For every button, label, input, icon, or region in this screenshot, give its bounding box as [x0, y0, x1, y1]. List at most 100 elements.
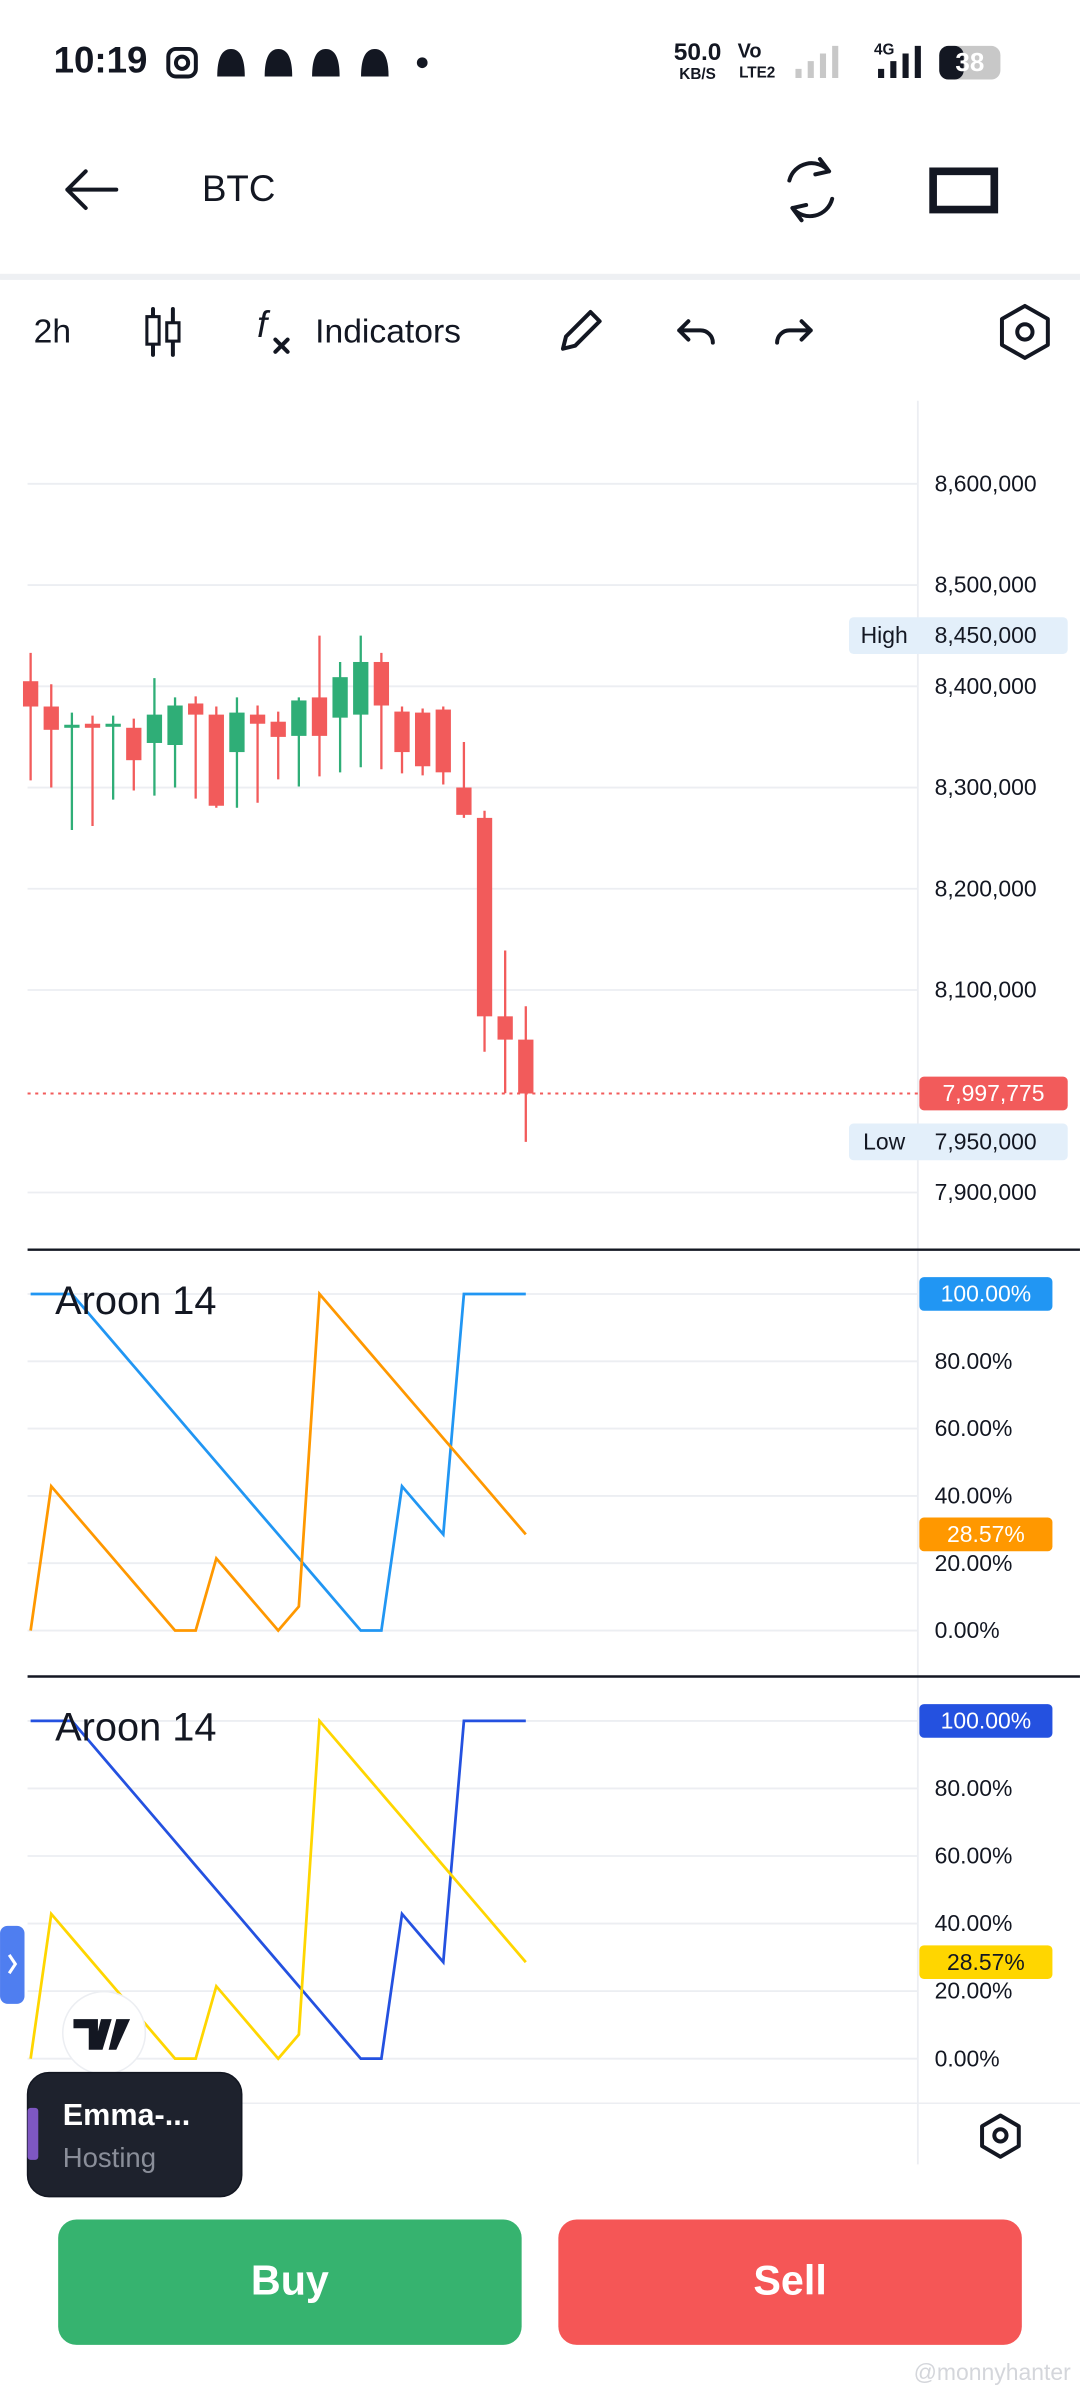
candle-body — [208, 714, 224, 806]
signal-1 — [795, 45, 839, 79]
settings-button[interactable] — [999, 303, 1050, 360]
pane-title: Aroon 14 — [55, 1279, 216, 1323]
price-marker — [848, 617, 1068, 655]
buy-label: Buy — [251, 2258, 329, 2304]
indicators-button[interactable]: Indicators — [315, 313, 461, 350]
plot-layer — [22, 635, 918, 2061]
side-panel-arrow — [7, 1954, 18, 1975]
battery-level — [939, 45, 964, 80]
y-tick-label: 60.00% — [935, 1415, 1013, 1441]
price-marker-name: High — [861, 622, 908, 648]
header-shadow — [0, 273, 1080, 280]
broker-card[interactable] — [26, 2071, 243, 2198]
candle-body — [394, 711, 410, 753]
back-button[interactable] — [65, 169, 119, 211]
network-type: 4G — [874, 42, 894, 59]
notification-icons — [217, 48, 389, 77]
broker-accent — [27, 2107, 39, 2160]
y-tick-label: 8,100,000 — [935, 977, 1037, 1003]
candle-body — [291, 700, 307, 736]
settings-icon-center — [1015, 322, 1035, 342]
value-badge-text: 100.00% — [941, 1707, 1032, 1733]
candle-body — [22, 681, 39, 707]
redo-button[interactable] — [775, 319, 813, 345]
y-tick-label: 20.00% — [935, 1978, 1013, 2004]
aroon-line — [30, 1292, 526, 1632]
y-tick-label: 40.00% — [935, 1910, 1013, 1936]
y-tick-label: 8,200,000 — [935, 875, 1037, 901]
candle-body — [84, 723, 101, 728]
candle-body — [270, 721, 286, 737]
candle-body — [126, 727, 142, 761]
candle-body — [497, 1016, 513, 1040]
price-marker-value: 8,450,000 — [935, 622, 1037, 648]
chart-type-body — [165, 321, 181, 343]
y-tick-label: 0.00% — [935, 2045, 1000, 2071]
side-panel-tab[interactable] — [0, 1925, 25, 2004]
pane-title: Aroon 14 — [55, 1706, 216, 1750]
status-bar: 10:19 50.0 KB/S Vo LTE2 4G 38 — [54, 39, 1001, 83]
y-tick-label: 80.00% — [935, 1775, 1013, 1801]
y-tick-label: 40.00% — [935, 1483, 1013, 1509]
fullscreen-button[interactable] — [929, 167, 999, 214]
symbol-title: BTC — [202, 168, 275, 209]
y-tick-label: 7,900,000 — [935, 1179, 1037, 1205]
aroon-line — [30, 1719, 526, 2061]
y-tick-label: 8,300,000 — [935, 774, 1037, 800]
volte: Vo — [738, 40, 762, 62]
y-tick-label: 80.00% — [935, 1348, 1013, 1374]
battery-percent: 38 — [955, 47, 984, 77]
last-price-badge-text: 7,997,775 — [943, 1080, 1045, 1106]
net-speed: 50.0 — [674, 39, 722, 66]
y-tick-label: 8,400,000 — [935, 673, 1037, 699]
candle-body — [146, 714, 163, 743]
value-badge — [919, 1704, 1053, 1738]
header: BTC — [0, 157, 1080, 280]
y-tick-label: 8,600,000 — [935, 470, 1037, 496]
value-badge-text: 28.57% — [947, 1949, 1025, 1975]
draw-button[interactable] — [560, 310, 602, 351]
candle-body — [64, 724, 80, 728]
candle-body — [373, 661, 390, 706]
scale-settings-button[interactable] — [980, 2113, 1021, 2159]
candle-body — [518, 1039, 534, 1094]
value-badge — [919, 1945, 1053, 1979]
grid-layer — [27, 482, 918, 2060]
sell-label: Sell — [753, 2258, 826, 2304]
y-tick-label: 60.00% — [935, 1843, 1013, 1869]
candle-body — [43, 706, 59, 730]
price-marker-name: Low — [863, 1128, 906, 1154]
lte: LTE2 — [739, 64, 775, 81]
value-badge — [919, 1517, 1053, 1552]
y-tick-label: 20.00% — [935, 1550, 1013, 1576]
undo-button[interactable] — [677, 319, 715, 345]
clock: 10:19 — [54, 39, 148, 80]
candle-body — [249, 714, 266, 724]
candle-body — [476, 817, 493, 1017]
sell-button[interactable] — [558, 2219, 1022, 2345]
aroon-line — [29, 1290, 527, 1633]
broker-subtitle: Hosting — [63, 2142, 156, 2173]
candle-body — [188, 703, 204, 715]
scale-settings-center — [992, 2127, 1009, 2144]
y-tick-label: 8,500,000 — [935, 572, 1037, 598]
broker-panel[interactable]: Emma-... Hosting — [26, 2071, 243, 2198]
net-speed-unit: KB/S — [679, 66, 716, 83]
aroon-line — [29, 1717, 527, 2061]
value-badge-text: 100.00% — [941, 1281, 1032, 1307]
refresh-button[interactable] — [787, 157, 835, 223]
interval-button[interactable]: 2h — [34, 313, 71, 350]
fx-icon-x — [273, 337, 290, 354]
value-badge-text: 28.57% — [947, 1521, 1025, 1547]
last-price-badge — [919, 1076, 1068, 1111]
price-marker — [848, 1123, 1068, 1161]
buy-button[interactable] — [58, 2219, 522, 2345]
chart-type-button[interactable] — [145, 315, 161, 346]
candle-body — [229, 712, 245, 753]
broker-name: Emma-... — [63, 2098, 190, 2132]
value-badge — [919, 1277, 1053, 1311]
label-layer: 7,900,000 8,100,000 8,200,000 8,300,000 8,40… — [55, 470, 1068, 2071]
more-dot — [416, 57, 428, 69]
